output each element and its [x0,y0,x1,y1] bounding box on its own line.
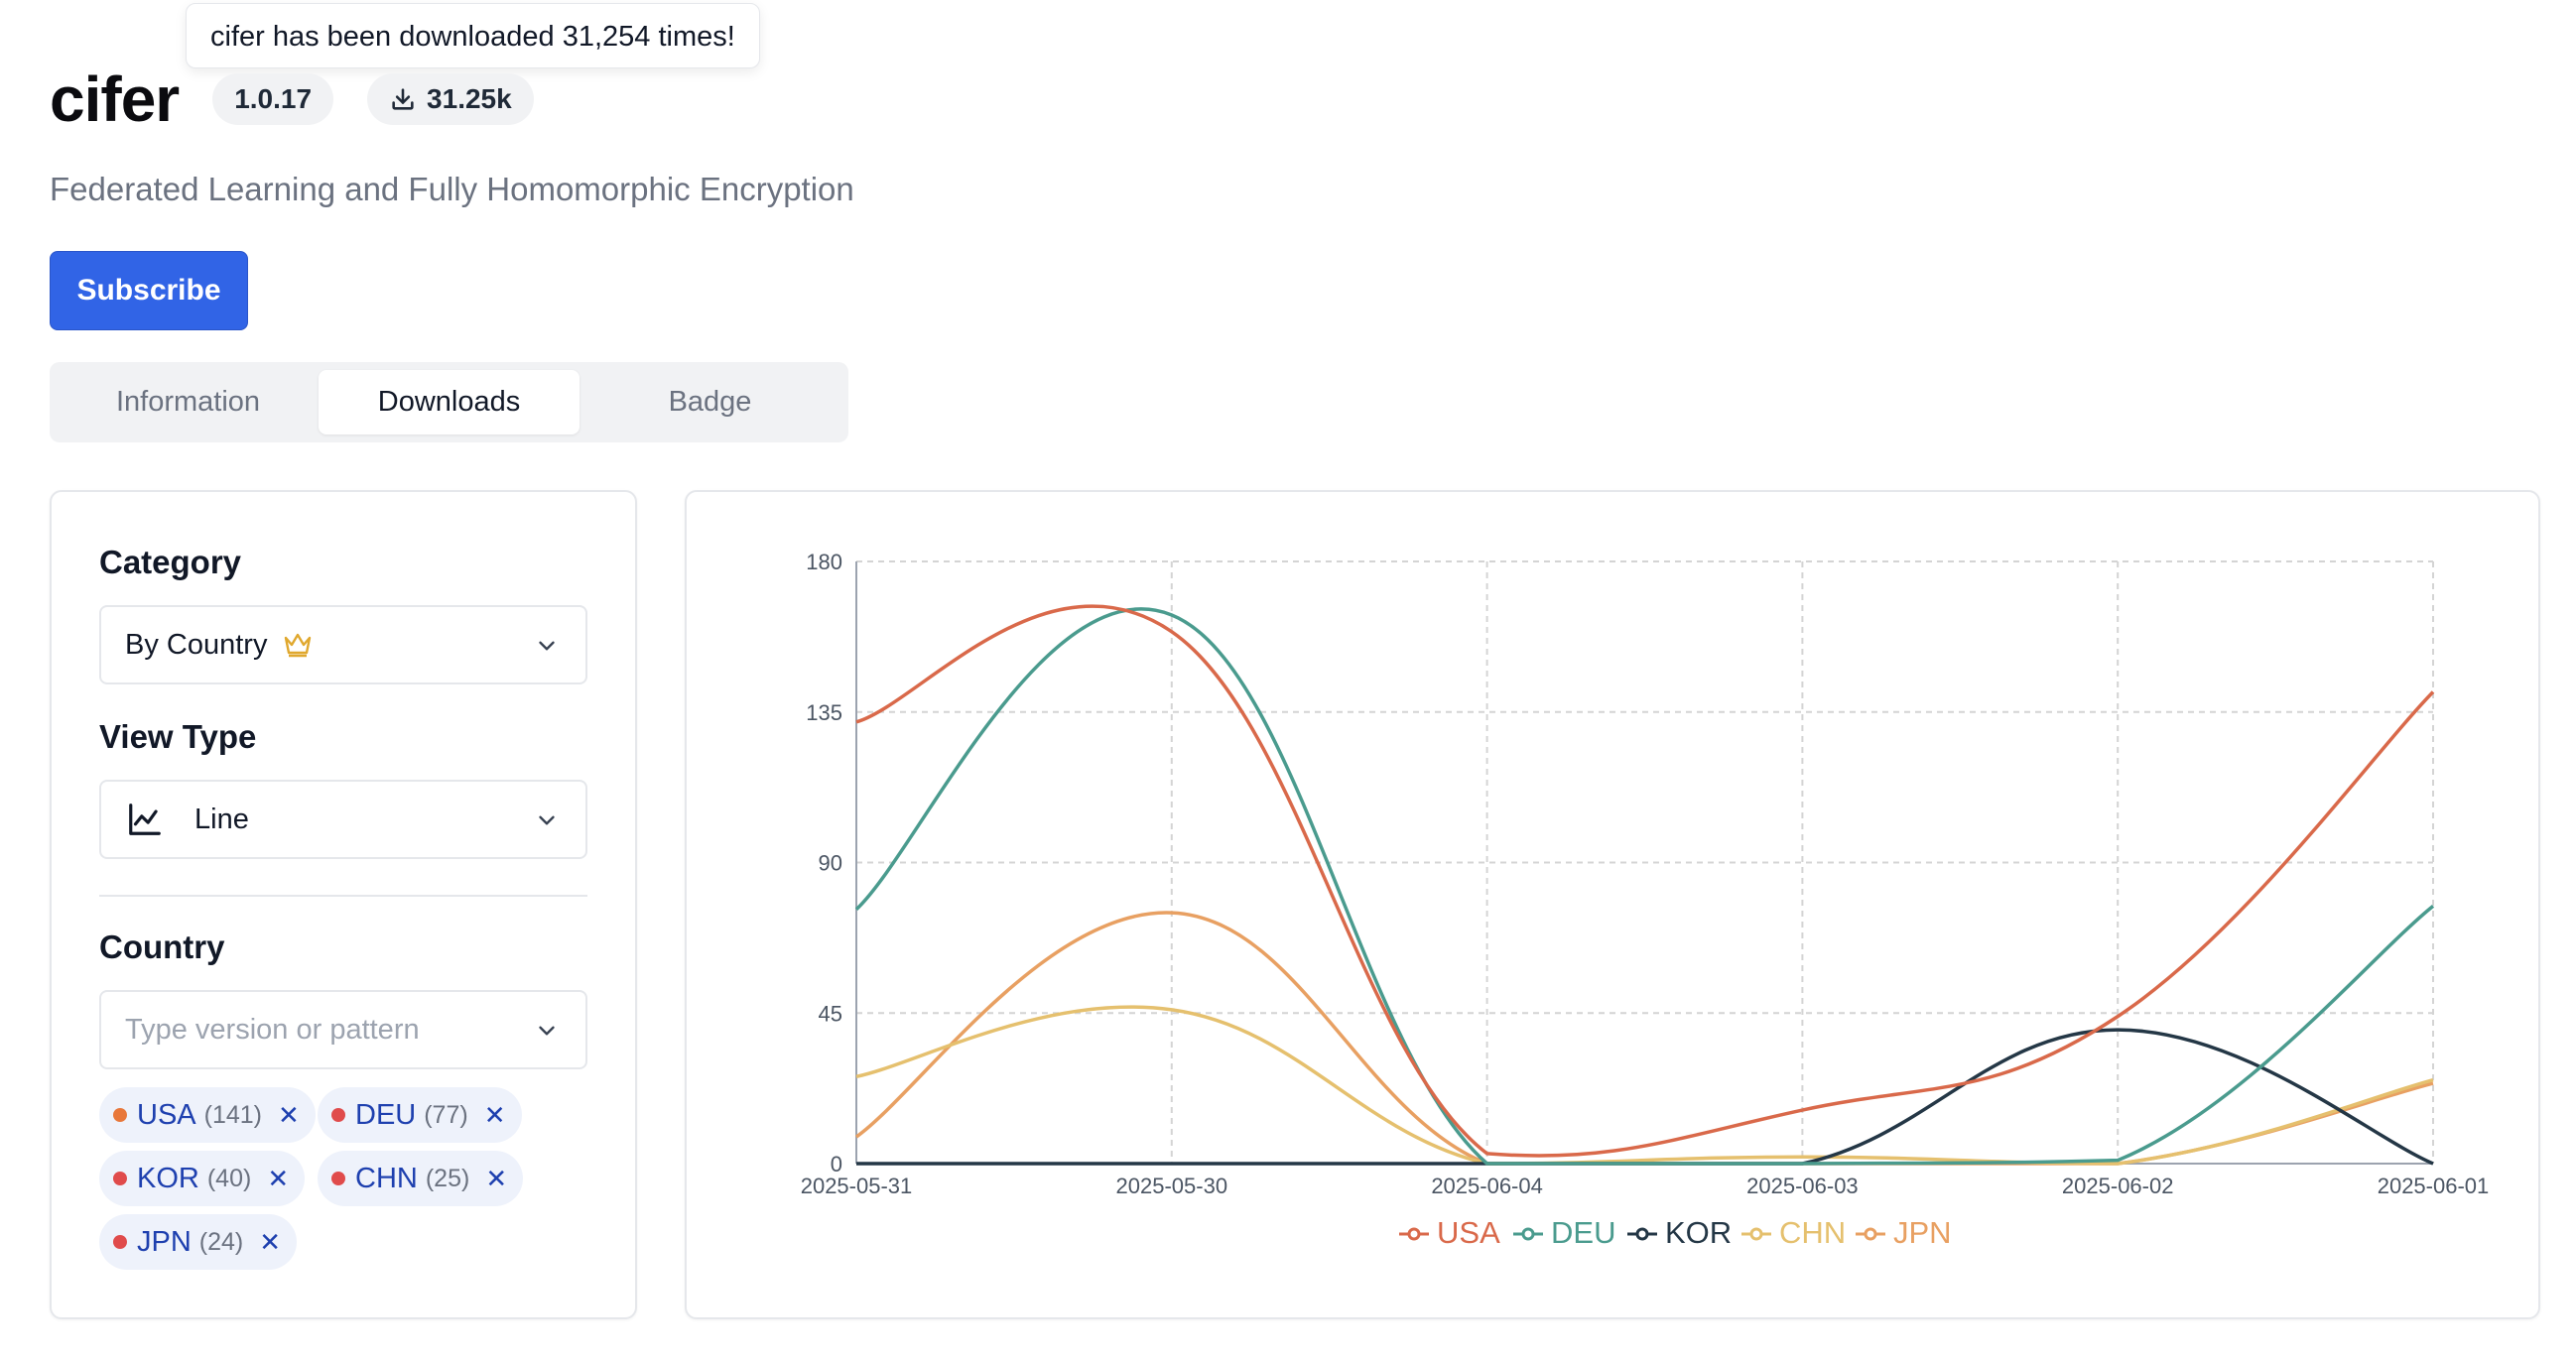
chevron-down-icon [539,815,555,825]
chart-panel: 0 45 90 135 180 2025-05-31 2025-05-30 2025-06-0… [685,490,2540,1319]
chip-code: USA [137,1098,196,1131]
y-tick-label: 135 [806,700,842,725]
tab-downloads[interactable]: Downloads [319,370,580,434]
package-header: cifer 1.0.17 31.25k [50,60,534,139]
x-tick-label: 2025-06-01 [2378,1174,2490,1198]
legend-swatch-marker [1407,1227,1421,1241]
x-tick-label: 2025-05-31 [801,1174,913,1198]
y-tick-label: 180 [806,550,842,574]
chip-dot [331,1108,345,1122]
package-description: Federated Learning and Fully Homomorphic… [50,171,854,207]
remove-chip-icon[interactable]: ✕ [259,1226,282,1257]
country-label: Country [99,928,225,965]
chip-count: (141) [203,1100,263,1129]
country-chip-chn: CHN (25) ✕ [318,1151,524,1206]
chip-dot [113,1108,127,1122]
line-chart-icon [129,804,161,835]
remove-chip-icon[interactable]: ✕ [483,1099,506,1130]
series-line-deu [854,607,2435,1166]
remove-chip-icon[interactable]: ✕ [267,1163,290,1193]
filters-divider [99,895,587,897]
series-line-jpn [854,911,2434,1166]
subscribe-button[interactable]: Subscribe [50,251,248,330]
country-search-input[interactable]: Type version or pattern [99,990,587,1069]
x-tick-label: 2025-06-02 [2062,1174,2174,1198]
downloads-badge[interactable]: 31.25k [367,73,534,125]
remove-chip-icon[interactable]: ✕ [278,1099,300,1130]
x-tick-label: 2025-05-30 [1116,1174,1228,1198]
chevron-down-icon [539,641,555,651]
legend-swatch-marker [1521,1227,1535,1241]
legend-swatch-marker [1635,1227,1649,1241]
y-tick-label: 45 [819,1001,842,1026]
tab-information[interactable]: Information [115,386,261,418]
chip-code: CHN [355,1162,418,1194]
legend-label-usa: USA [1437,1215,1500,1250]
legend-swatch-marker [1864,1227,1877,1241]
country-chip-jpn: JPN (24) ✕ [99,1214,298,1270]
chip-dot [331,1172,345,1185]
chip-code: KOR [137,1162,199,1194]
chip-code: JPN [137,1225,192,1258]
legend-label-chn: CHN [1779,1215,1846,1250]
view-type-value: Line [194,803,249,835]
filters-panel: Category By Country View Type Line Count… [50,490,637,1319]
legend-label-jpn: JPN [1893,1215,1952,1250]
tab-bar: Information Downloads Badge [50,362,848,442]
package-name: cifer [50,63,180,135]
category-label: Category [99,544,242,580]
chip-count: (24) [198,1227,244,1256]
chip-dot [113,1235,127,1249]
country-chip-kor: KOR (40) ✕ [99,1151,306,1206]
legend-label-deu: DEU [1551,1215,1615,1250]
category-select[interactable]: By Country [99,605,587,684]
y-tick-label: 90 [819,851,842,876]
view-type-label: View Type [99,718,257,755]
download-count-tooltip: cifer has been downloaded 31,254 times! [186,3,760,68]
country-placeholder: Type version or pattern [125,1013,420,1046]
chip-count: (25) [425,1164,470,1192]
chip-dot [113,1172,127,1185]
download-icon [392,88,414,110]
x-tick-label: 2025-06-04 [1431,1174,1543,1198]
downloads-line-chart: 0 45 90 135 180 2025-05-31 2025-05-30 2025-06-0… [801,550,2490,1250]
downloads-count: 31.25k [427,83,512,114]
view-type-select[interactable]: Line [99,780,587,859]
country-chip-deu: DEU (77) ✕ [318,1087,522,1143]
legend-swatch-marker [1749,1227,1763,1241]
chip-code: DEU [355,1098,417,1131]
series-line-usa [855,604,2435,1158]
chip-count: (40) [206,1164,252,1192]
chip-count: (77) [424,1100,468,1129]
series-line-chn [855,1005,2434,1166]
x-tick-label: 2025-06-03 [1746,1174,1859,1198]
category-value: By Country [125,628,268,661]
legend-label-kor: KOR [1665,1215,1732,1250]
series-line-kor [856,1028,2434,1166]
y-tick-label: 0 [831,1152,842,1176]
tab-badge[interactable]: Badge [668,386,752,418]
crown-icon [285,633,312,658]
country-chip-usa: USA (141) ✕ [99,1087,316,1143]
remove-chip-icon[interactable]: ✕ [485,1163,508,1193]
chevron-down-icon [539,1026,555,1036]
version-badge: 1.0.17 [212,73,334,125]
